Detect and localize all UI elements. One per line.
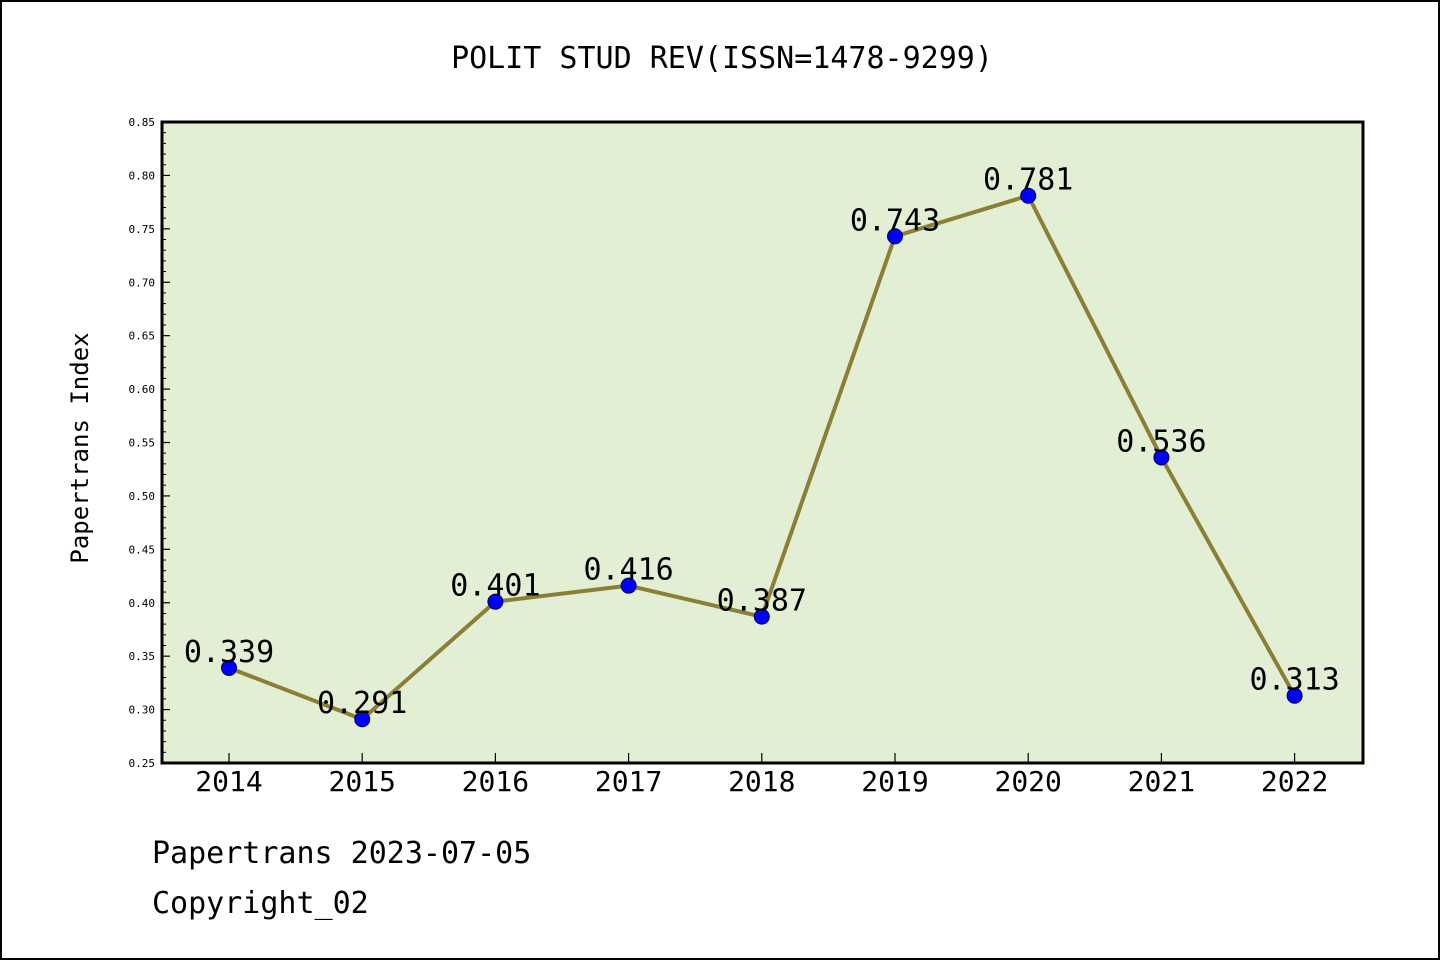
- x-tick-label: 2021: [1128, 765, 1195, 798]
- data-label-2016: 0.401: [450, 569, 540, 604]
- data-point-2019: [887, 228, 903, 245]
- y-tick-label: 0.75: [129, 223, 156, 236]
- data-label-2022: 0.313: [1249, 663, 1339, 698]
- data-label-2020: 0.781: [983, 163, 1073, 198]
- footer-copyright: Copyright_02: [152, 886, 369, 921]
- data-labels: 0.339 0.291 0.401 0.416 0.387 0.743 0.781 0.536…: [184, 163, 1340, 721]
- y-tick-label: 0.85: [129, 116, 156, 129]
- data-point-2021: [1153, 449, 1170, 466]
- x-tick-label: 2014: [195, 765, 262, 798]
- data-label-2014: 0.339: [184, 635, 274, 670]
- data-point-2018: [753, 608, 770, 625]
- data-point-2014: [221, 659, 237, 676]
- y-axis-label: Papertrans Index: [66, 332, 94, 563]
- data-point-2020: [1020, 187, 1037, 204]
- x-tick-label: 2019: [861, 765, 928, 798]
- y-tick-label: 0.45: [129, 543, 156, 556]
- x-axis: 2014 2015 2016 2017 2018 2019 2020 2021 2022: [195, 753, 1328, 798]
- y-tick-label: 0.35: [129, 650, 156, 663]
- plot-area: [160, 120, 1365, 765]
- data-point-2015: [354, 711, 371, 728]
- x-tick-label: 2015: [328, 765, 395, 798]
- y-tick-label: 0.65: [129, 330, 156, 343]
- y-tick-label: 0.60: [129, 383, 156, 396]
- x-tick-label: 2018: [728, 765, 795, 798]
- data-label-2017: 0.416: [583, 553, 673, 588]
- data-point-2017: [620, 577, 637, 594]
- y-tick-label: 0.50: [129, 490, 156, 503]
- y-tick-label: 0.80: [129, 169, 156, 182]
- data-label-2015: 0.291: [317, 686, 407, 721]
- y-axis: 0.25 0.30 0.35 0.40 0.45 0.50 0.55 0.60 0.65 0.70…: [129, 116, 170, 770]
- y-tick-label: 0.55: [129, 437, 156, 450]
- x-tick-label: 2016: [462, 765, 529, 798]
- data-point-2016: [487, 593, 504, 610]
- series-markers: [221, 187, 1303, 728]
- x-tick-label: 2020: [994, 765, 1061, 798]
- data-label-2019: 0.743: [850, 203, 940, 238]
- y-tick-label: 0.25: [129, 757, 156, 770]
- footer-date: Papertrans 2023-07-05: [152, 836, 532, 871]
- y-tick-label: 0.30: [129, 704, 156, 717]
- y-tick-label: 0.40: [129, 597, 156, 610]
- x-tick-label: 2017: [595, 765, 662, 798]
- chart-title: POLIT STUD REV(ISSN=1478-9299): [451, 41, 993, 76]
- data-label-2021: 0.536: [1116, 424, 1206, 459]
- y-tick-label: 0.70: [129, 276, 156, 289]
- x-tick-label: 2022: [1261, 765, 1328, 798]
- data-label-2018: 0.387: [717, 584, 807, 619]
- data-point-2022: [1286, 687, 1303, 704]
